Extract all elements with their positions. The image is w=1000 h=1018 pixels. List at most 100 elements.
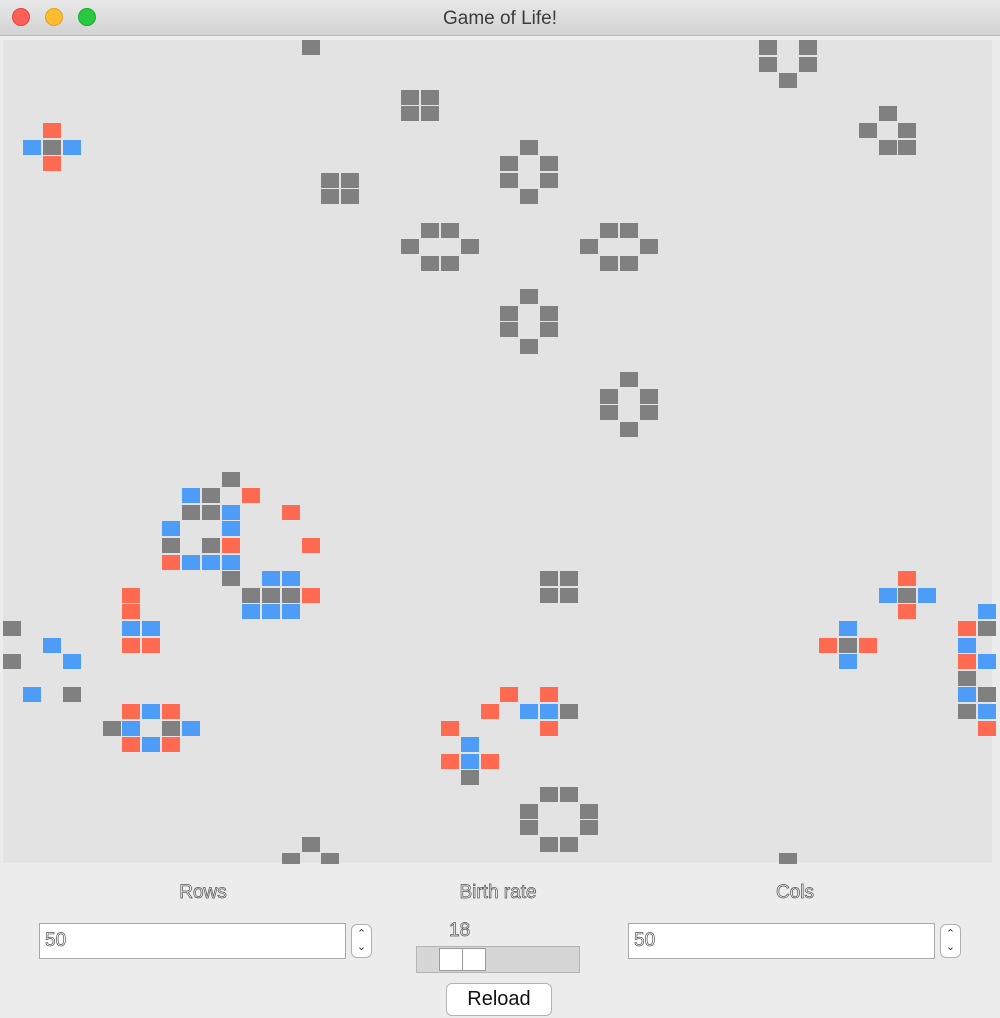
cell-stable[interactable] bbox=[600, 256, 618, 271]
cell-stable[interactable] bbox=[401, 106, 419, 121]
cell-stable[interactable] bbox=[222, 571, 240, 586]
cell-stable[interactable] bbox=[600, 405, 618, 420]
cell-stable[interactable] bbox=[859, 123, 877, 138]
chevron-down-icon[interactable]: ⌄ bbox=[356, 941, 367, 953]
cell-stable[interactable] bbox=[421, 256, 439, 271]
cell-stable[interactable] bbox=[321, 173, 339, 188]
cell-born[interactable] bbox=[540, 687, 558, 702]
cell-stable[interactable] bbox=[759, 57, 777, 72]
cell-dying[interactable] bbox=[461, 754, 479, 769]
cell-born[interactable] bbox=[500, 687, 518, 702]
cell-stable[interactable] bbox=[978, 621, 996, 636]
cols-stepper[interactable]: ⌃ ⌄ bbox=[940, 924, 961, 958]
chevron-up-icon[interactable]: ⌃ bbox=[356, 928, 367, 940]
cell-stable[interactable] bbox=[302, 40, 320, 55]
cell-born[interactable] bbox=[142, 638, 160, 653]
cell-born[interactable] bbox=[958, 654, 976, 669]
cell-dying[interactable] bbox=[182, 721, 200, 736]
cell-stable[interactable] bbox=[63, 687, 81, 702]
cell-dying[interactable] bbox=[978, 604, 996, 619]
cell-stable[interactable] bbox=[799, 57, 817, 72]
cell-dying[interactable] bbox=[262, 571, 280, 586]
cell-stable[interactable] bbox=[162, 721, 180, 736]
cell-born[interactable] bbox=[540, 721, 558, 736]
cell-born[interactable] bbox=[122, 638, 140, 653]
cell-born[interactable] bbox=[819, 638, 837, 653]
cell-born[interactable] bbox=[958, 621, 976, 636]
zoom-window-button[interactable] bbox=[78, 8, 96, 26]
cell-stable[interactable] bbox=[640, 389, 658, 404]
cell-born[interactable] bbox=[898, 571, 916, 586]
cell-dying[interactable] bbox=[282, 604, 300, 619]
cell-dying[interactable] bbox=[282, 571, 300, 586]
cell-stable[interactable] bbox=[520, 339, 538, 354]
cell-stable[interactable] bbox=[500, 322, 518, 337]
cell-dying[interactable] bbox=[262, 604, 280, 619]
cell-born[interactable] bbox=[162, 555, 180, 570]
cell-stable[interactable] bbox=[839, 638, 857, 653]
cell-born[interactable] bbox=[43, 156, 61, 171]
cell-born[interactable] bbox=[481, 704, 499, 719]
cell-dying[interactable] bbox=[23, 687, 41, 702]
cell-born[interactable] bbox=[282, 505, 300, 520]
cell-dying[interactable] bbox=[839, 621, 857, 636]
cell-stable[interactable] bbox=[341, 189, 359, 204]
cell-dying[interactable] bbox=[958, 687, 976, 702]
cell-born[interactable] bbox=[222, 538, 240, 553]
cell-stable[interactable] bbox=[799, 40, 817, 55]
cell-stable[interactable] bbox=[560, 787, 578, 802]
cell-stable[interactable] bbox=[640, 405, 658, 420]
cell-dying[interactable] bbox=[63, 140, 81, 155]
cell-dying[interactable] bbox=[520, 704, 538, 719]
cell-stable[interactable] bbox=[620, 422, 638, 437]
cell-stable[interactable] bbox=[162, 538, 180, 553]
chevron-up-icon[interactable]: ⌃ bbox=[945, 928, 956, 940]
cell-stable[interactable] bbox=[560, 588, 578, 603]
cell-dying[interactable] bbox=[142, 704, 160, 719]
rows-field[interactable]: 50 bbox=[39, 923, 346, 959]
cell-born[interactable] bbox=[441, 721, 459, 736]
cell-stable[interactable] bbox=[600, 223, 618, 238]
slider-thumb[interactable] bbox=[439, 948, 463, 971]
cell-dying[interactable] bbox=[222, 505, 240, 520]
cell-dying[interactable] bbox=[142, 737, 160, 752]
cell-stable[interactable] bbox=[182, 505, 200, 520]
cell-dying[interactable] bbox=[978, 704, 996, 719]
cell-stable[interactable] bbox=[461, 239, 479, 254]
cell-dying[interactable] bbox=[839, 654, 857, 669]
cell-stable[interactable] bbox=[441, 223, 459, 238]
cell-dying[interactable] bbox=[202, 555, 220, 570]
cell-stable[interactable] bbox=[421, 90, 439, 105]
cell-dying[interactable] bbox=[63, 654, 81, 669]
cell-stable[interactable] bbox=[3, 654, 21, 669]
cell-stable[interactable] bbox=[540, 571, 558, 586]
cell-stable[interactable] bbox=[540, 787, 558, 802]
cell-stable[interactable] bbox=[520, 289, 538, 304]
cell-stable[interactable] bbox=[202, 488, 220, 503]
cell-stable[interactable] bbox=[898, 123, 916, 138]
cell-stable[interactable] bbox=[103, 721, 121, 736]
cell-stable[interactable] bbox=[341, 173, 359, 188]
cell-stable[interactable] bbox=[560, 837, 578, 852]
cell-born[interactable] bbox=[122, 704, 140, 719]
cell-born[interactable] bbox=[441, 754, 459, 769]
cell-stable[interactable] bbox=[779, 73, 797, 88]
slider-thumb-edge[interactable] bbox=[462, 948, 486, 971]
cell-stable[interactable] bbox=[461, 770, 479, 785]
cell-stable[interactable] bbox=[520, 189, 538, 204]
cell-born[interactable] bbox=[302, 588, 320, 603]
cell-stable[interactable] bbox=[600, 389, 618, 404]
cell-born[interactable] bbox=[43, 123, 61, 138]
cell-stable[interactable] bbox=[202, 538, 220, 553]
cell-dying[interactable] bbox=[540, 704, 558, 719]
cell-stable[interactable] bbox=[282, 588, 300, 603]
cell-stable[interactable] bbox=[500, 156, 518, 171]
cell-stable[interactable] bbox=[302, 837, 320, 852]
cell-stable[interactable] bbox=[520, 140, 538, 155]
cell-stable[interactable] bbox=[401, 239, 419, 254]
cell-stable[interactable] bbox=[520, 820, 538, 835]
cell-dying[interactable] bbox=[23, 140, 41, 155]
cell-stable[interactable] bbox=[879, 106, 897, 121]
cell-stable[interactable] bbox=[540, 306, 558, 321]
cell-stable[interactable] bbox=[520, 804, 538, 819]
